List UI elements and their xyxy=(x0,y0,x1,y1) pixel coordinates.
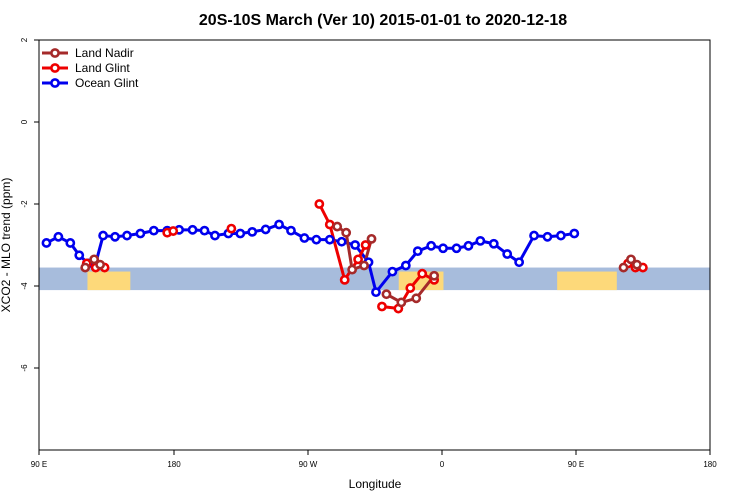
data-point xyxy=(274,219,284,230)
plot-frame xyxy=(38,39,711,451)
y-tick-label: -2 xyxy=(20,200,29,208)
x-tick-label: 90 E xyxy=(31,460,47,469)
data-point xyxy=(168,226,179,236)
y-tick-label: 2 xyxy=(20,37,29,42)
data-point xyxy=(426,240,437,251)
legend-label: Land Nadir xyxy=(75,46,134,60)
data-point xyxy=(411,293,422,304)
data-point xyxy=(324,234,335,245)
x-tick-label: 90 E xyxy=(568,460,584,469)
legend-label: Land Glint xyxy=(75,61,130,75)
data-point xyxy=(311,234,322,245)
ocean-band xyxy=(39,267,710,291)
data-point xyxy=(247,226,258,237)
x-tick-label: 90 W xyxy=(299,460,318,469)
data-point xyxy=(542,231,553,242)
data-point xyxy=(339,274,350,285)
data-point xyxy=(417,268,428,279)
data-point xyxy=(226,223,237,234)
land-patch xyxy=(87,271,131,291)
land-patch xyxy=(557,271,617,291)
data-point xyxy=(235,228,246,239)
data-point xyxy=(569,228,580,239)
data-point xyxy=(366,233,377,244)
data-point xyxy=(41,238,52,248)
legend-swatch-marker xyxy=(50,63,60,73)
data-point xyxy=(463,240,474,251)
series-group xyxy=(41,199,648,314)
data-point xyxy=(110,231,120,242)
data-point xyxy=(475,235,486,246)
data-point xyxy=(438,243,448,254)
data-point xyxy=(529,230,539,241)
data-point xyxy=(122,230,132,241)
data-point xyxy=(502,249,513,259)
data-point xyxy=(429,270,440,281)
data-point xyxy=(632,259,642,270)
legend-label: Ocean Glint xyxy=(75,76,139,90)
y-axis: 2 0 -2 -4 -6 xyxy=(20,37,39,372)
data-point xyxy=(299,233,310,243)
y-tick-label: -4 xyxy=(20,282,29,290)
data-point xyxy=(286,225,296,236)
data-point xyxy=(53,231,64,242)
data-point xyxy=(350,240,361,250)
legend-swatch-marker xyxy=(50,78,60,88)
chart-title: 20S-10S March (Ver 10) 2015-01-01 to 202… xyxy=(199,12,567,29)
data-point xyxy=(148,225,159,236)
data-point xyxy=(187,224,198,235)
y-tick-label: -6 xyxy=(20,364,29,372)
data-point xyxy=(210,230,220,241)
data-point xyxy=(65,238,76,248)
data-point xyxy=(314,199,325,209)
data-point xyxy=(451,243,462,254)
x-axis: 90 E 180 90 W 0 90 E 180 xyxy=(31,450,717,469)
x-axis-label: Longitude xyxy=(349,477,402,491)
data-point xyxy=(387,266,398,277)
data-point xyxy=(324,219,335,230)
data-point xyxy=(359,260,369,271)
data-point xyxy=(412,246,423,257)
series-line xyxy=(385,274,436,304)
x-tick-label: 0 xyxy=(440,460,445,469)
data-point xyxy=(360,240,371,250)
data-point xyxy=(371,287,381,298)
data-point xyxy=(396,297,407,308)
y-tick-label: 0 xyxy=(20,119,29,124)
data-point xyxy=(80,262,91,273)
data-point xyxy=(400,260,411,271)
data-point xyxy=(377,301,387,312)
data-point xyxy=(199,225,210,236)
data-point xyxy=(488,238,499,249)
data-point xyxy=(341,227,352,238)
data-point xyxy=(347,264,358,275)
data-point xyxy=(353,254,363,265)
x-tick-label: 180 xyxy=(703,460,717,469)
data-point xyxy=(89,254,100,265)
data-point xyxy=(514,257,525,268)
data-point xyxy=(260,224,271,235)
y-axis-label: XCO2 - MLO trend (ppm) xyxy=(0,178,13,313)
data-point xyxy=(626,254,636,265)
data-point xyxy=(381,289,392,300)
data-point xyxy=(98,230,109,241)
data-point xyxy=(135,228,146,239)
data-point xyxy=(618,262,629,273)
data-point xyxy=(332,221,343,232)
x-tick-label: 180 xyxy=(167,460,181,469)
data-point xyxy=(555,230,566,241)
data-point xyxy=(405,283,416,293)
data-point xyxy=(95,259,106,270)
data-point xyxy=(336,236,347,247)
legend-swatch-marker xyxy=(50,48,60,58)
data-point xyxy=(74,250,85,261)
